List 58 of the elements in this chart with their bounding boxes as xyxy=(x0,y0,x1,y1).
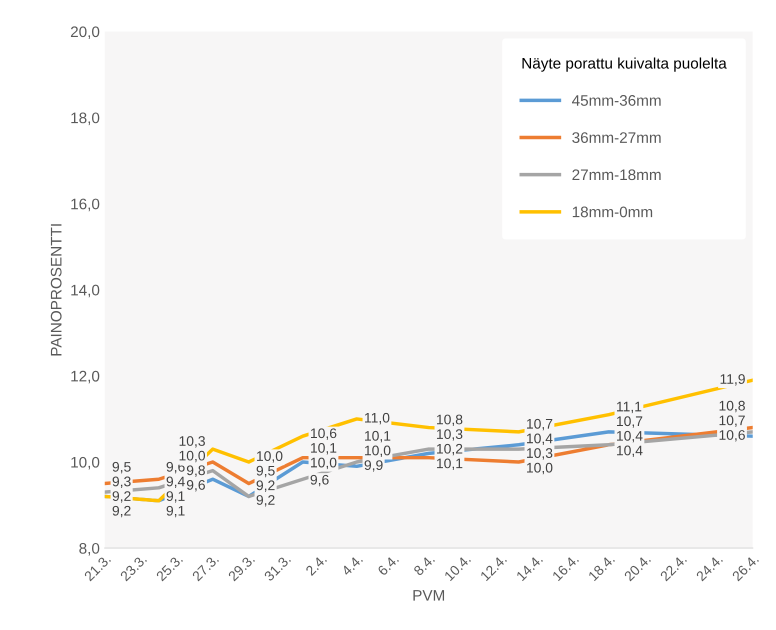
y-tick-label: 12,0 xyxy=(71,370,100,384)
data-label: 11,1 xyxy=(616,402,642,414)
data-label: 11,0 xyxy=(365,412,390,424)
data-label: 9,3 xyxy=(112,476,131,488)
legend-title: Näyte porattu kuivalta puolelta xyxy=(522,57,727,72)
x-tick-label: 6.4. xyxy=(377,554,400,576)
data-label: 10,7 xyxy=(616,416,642,428)
data-label: 10,0 xyxy=(180,450,206,462)
data-label: 10,0 xyxy=(365,446,390,458)
x-tick-label: 8.4. xyxy=(413,554,436,576)
data-label: 9,5 xyxy=(256,466,275,478)
data-label: 10,0 xyxy=(526,462,552,474)
data-label: 9,6 xyxy=(186,480,205,492)
x-axis-title: PVM xyxy=(413,590,444,601)
legend-label: 27mm-18mm xyxy=(572,169,661,180)
data-label: 10,4 xyxy=(526,434,553,445)
x-tick-label: 4.4. xyxy=(340,554,363,576)
data-label: 11,9 xyxy=(720,374,745,386)
data-label: 9,5 xyxy=(112,462,131,474)
data-label: 10,4 xyxy=(616,446,643,458)
data-label: 9,4 xyxy=(166,476,185,488)
x-tick-label: 31.3. xyxy=(264,554,292,582)
y-tick-label: 16,0 xyxy=(71,198,100,212)
data-label: 10,8 xyxy=(437,414,462,426)
legend-label: 36mm-27mm xyxy=(572,132,661,144)
data-label: 10,3 xyxy=(180,436,205,448)
data-label: 10,3 xyxy=(526,448,552,460)
data-label: 10,0 xyxy=(257,451,282,463)
data-label: 10,3 xyxy=(437,429,462,441)
legend-label: 45mm-36mm xyxy=(572,95,661,106)
data-label: 10,6 xyxy=(720,430,745,442)
data-label: 9,1 xyxy=(166,506,185,518)
data-label: 9,2 xyxy=(256,480,275,492)
y-tick-label: 10,0 xyxy=(71,456,100,470)
data-label: 10,4 xyxy=(616,430,643,442)
data-label: 10,7 xyxy=(720,415,745,427)
data-label: 10,1 xyxy=(365,430,390,442)
y-tick-label: 18,0 xyxy=(71,112,100,126)
data-label: 10,2 xyxy=(437,444,462,456)
legend-label: 18mm-0mm xyxy=(572,206,652,218)
data-label: 10,0 xyxy=(311,458,336,470)
data-label: 9,6 xyxy=(310,474,329,486)
x-tick-label: 2.4. xyxy=(305,554,327,576)
data-label: 9,2 xyxy=(112,491,131,503)
y-axis-title: PAINOPROSENTTI xyxy=(50,224,62,356)
data-label: 10,1 xyxy=(311,442,336,454)
data-label: 9,9 xyxy=(364,460,383,472)
data-label: 9,2 xyxy=(256,495,275,507)
data-label: 9,2 xyxy=(112,506,131,518)
data-label: 10,6 xyxy=(311,428,336,440)
data-label: 9,8 xyxy=(186,465,205,477)
y-tick-label: 8,0 xyxy=(79,542,100,556)
data-label: 10,7 xyxy=(526,418,552,430)
y-tick-label: 20,0 xyxy=(70,26,100,39)
data-label: 9,1 xyxy=(166,491,185,503)
data-label: 10,1 xyxy=(437,458,462,470)
y-tick-label: 14,0 xyxy=(71,284,100,298)
data-label: 10,8 xyxy=(720,400,745,412)
